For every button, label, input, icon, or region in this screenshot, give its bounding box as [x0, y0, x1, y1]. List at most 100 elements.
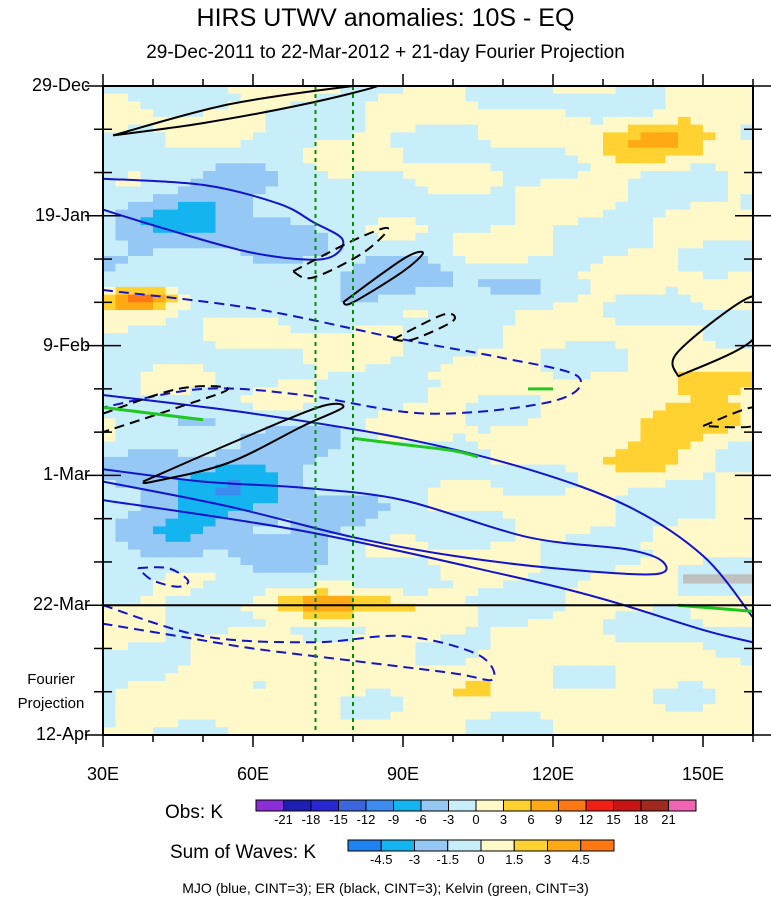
field-cell: [640, 495, 654, 504]
field-cell: [278, 549, 292, 558]
field-cell: [128, 116, 142, 126]
field-cell: [715, 109, 729, 118]
field-cell: [190, 178, 204, 188]
field-cell: [490, 665, 504, 674]
field-cell: [303, 101, 317, 110]
field-cell: [640, 534, 654, 543]
field-cell: [140, 271, 154, 280]
field-cell: [603, 294, 617, 303]
field-cell: [703, 611, 717, 620]
field-cell: [403, 418, 417, 427]
field-cell: [715, 657, 729, 667]
field-cell: [440, 364, 454, 373]
field-cell: [478, 194, 492, 203]
field-cell: [490, 132, 504, 141]
field-cell: [528, 418, 542, 427]
field-cell: [215, 255, 229, 265]
field-cell: [590, 696, 604, 705]
field-cell: [103, 433, 117, 443]
field-cell: [128, 526, 142, 535]
field-cell: [278, 696, 292, 705]
field-cell: [703, 271, 717, 280]
field-cell: [315, 387, 329, 396]
field-cell: [665, 611, 679, 620]
field-cell: [390, 232, 404, 242]
field-cell: [740, 650, 753, 659]
field-cell: [740, 657, 753, 667]
field-cell: [303, 441, 317, 450]
field-cell: [553, 650, 567, 659]
field-cell: [453, 433, 467, 443]
field-cell: [428, 518, 442, 527]
field-cell: [728, 209, 742, 218]
field-cell: [190, 124, 204, 133]
field-cell: [715, 395, 729, 404]
field-cell: [390, 626, 404, 636]
field-cell: [628, 348, 642, 358]
field-cell: [215, 588, 229, 597]
field-cell: [478, 688, 492, 697]
field-cell: [140, 433, 154, 443]
field-cell: [553, 124, 567, 133]
field-cell: [415, 302, 429, 311]
field-cell: [628, 572, 642, 582]
field-cell: [203, 186, 217, 195]
field-cell: [390, 101, 404, 110]
field-cell: [478, 603, 492, 612]
field-cell: [178, 116, 192, 126]
field-cell: [440, 325, 454, 334]
field-cell: [415, 650, 429, 659]
field-cell: [115, 572, 129, 582]
field-cell: [328, 116, 342, 126]
field-cell: [590, 271, 604, 280]
field-cell: [553, 232, 567, 242]
field-cell: [390, 209, 404, 218]
field-cell: [253, 248, 267, 257]
field-cell: [490, 595, 504, 605]
field-cell: [478, 140, 492, 149]
field-cell: [615, 294, 629, 303]
field-cell: [240, 101, 254, 110]
field-cell: [440, 340, 454, 350]
field-cell: [615, 86, 629, 95]
field-cell: [178, 711, 192, 721]
field-cell: [653, 302, 667, 311]
field-cell: [228, 209, 242, 218]
field-cell: [415, 109, 429, 118]
field-cell: [253, 340, 267, 350]
field-cell: [690, 302, 704, 311]
field-cell: [265, 541, 279, 551]
field-cell: [428, 572, 442, 582]
field-cell: [740, 348, 753, 358]
field-cell: [690, 673, 704, 682]
field-cell: [440, 302, 454, 311]
field-cell: [303, 626, 317, 636]
field-cell: [378, 526, 392, 535]
field-cell: [353, 472, 367, 481]
field-cell: [340, 86, 354, 95]
field-cell: [628, 526, 642, 535]
field-cell: [440, 657, 454, 667]
field-cell: [528, 719, 542, 728]
field-cell: [728, 201, 742, 211]
field-cell: [603, 310, 617, 319]
field-cell: [490, 279, 504, 288]
field-cell: [403, 534, 417, 543]
field-cell: [603, 472, 617, 481]
field-cell: [215, 194, 229, 203]
field-cell: [278, 588, 292, 597]
field-cell: [428, 209, 442, 218]
field-cell: [328, 456, 342, 466]
field-cell: [140, 611, 154, 620]
field-cell: [140, 310, 154, 319]
field-cell: [653, 163, 667, 172]
fourier-projection-line2: Projection: [17, 695, 85, 712]
field-cell: [703, 209, 717, 218]
field-cell: [465, 487, 479, 497]
field-cell: [290, 580, 304, 589]
field-cell: [428, 487, 442, 497]
field-cell: [115, 673, 129, 682]
field-cell: [390, 402, 404, 412]
field-cell: [315, 480, 329, 489]
field-cell: [390, 186, 404, 195]
